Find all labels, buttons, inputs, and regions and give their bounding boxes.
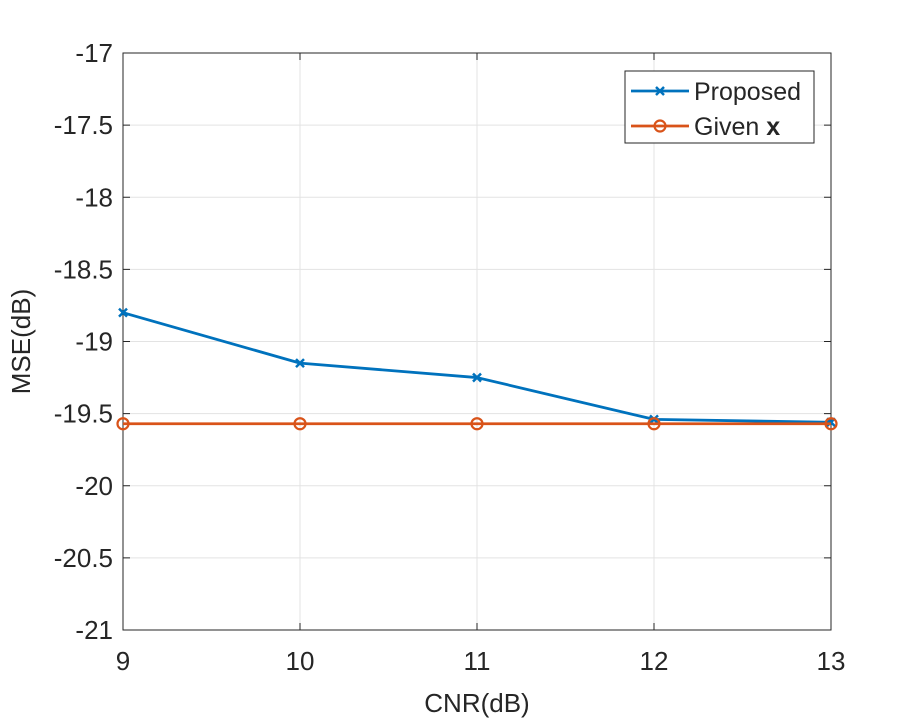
y-tick-label: -18.5 — [54, 254, 113, 284]
legend: Proposed Given x — [624, 70, 815, 144]
data-point-proposed — [472, 372, 482, 383]
y-tick-label: -17.5 — [54, 110, 113, 140]
data-point-given-x — [470, 417, 484, 431]
legend-label-proposed: Proposed — [694, 78, 801, 106]
data-point-proposed — [118, 307, 128, 318]
y-tick-label: -20.5 — [54, 543, 113, 573]
x-tick-label: 10 — [286, 646, 315, 676]
y-axis-title: MSE(dB) — [6, 289, 36, 394]
legend-label-given-x: Given x — [694, 113, 780, 141]
x-tick-label: 11 — [464, 646, 491, 676]
y-tick-label: -18 — [75, 182, 113, 212]
data-point-proposed — [295, 358, 305, 369]
data-point-proposed — [649, 414, 659, 425]
legend-entry-proposed: Proposed — [631, 78, 801, 106]
legend-marker-proposed — [655, 86, 665, 96]
data-point-given-x — [824, 417, 838, 431]
x-axis-title: CNR(dB) — [424, 688, 529, 718]
x-tick-label: 12 — [640, 646, 669, 676]
x-tick-label: 9 — [116, 646, 130, 676]
y-tick-label: -19.5 — [54, 399, 113, 429]
y-tick-label: -19 — [75, 327, 113, 357]
data-point-given-x — [116, 417, 130, 431]
y-tick-label: -17 — [75, 38, 113, 68]
legend-marker-given-x — [653, 119, 667, 133]
y-tick-label: -20 — [75, 471, 113, 501]
x-tick-label: 13 — [817, 646, 846, 676]
tick-labels: 9 10 11 12 13 -17 -17.5 -18 -18.5 -19 -19.5 -20 -20.… — [54, 38, 846, 676]
data-point-given-x — [647, 417, 661, 431]
series-layer — [116, 307, 838, 431]
legend-entry-given-x: Given x — [631, 113, 780, 141]
data-point-given-x — [293, 417, 307, 431]
axes — [122, 52, 832, 631]
y-tick-label: -21 — [75, 615, 113, 645]
